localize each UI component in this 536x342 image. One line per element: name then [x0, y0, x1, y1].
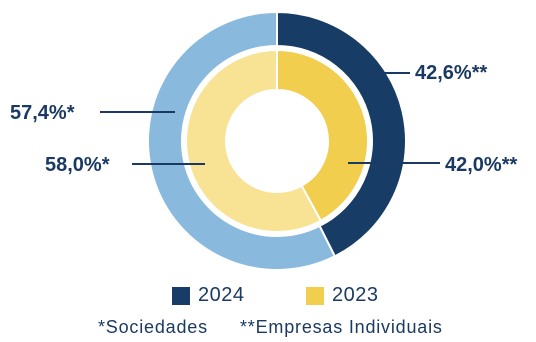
legend: 2024 2023 — [0, 284, 536, 312]
leader-lines — [100, 72, 440, 165]
legend-label-2024: 2024 — [198, 284, 245, 306]
inner-label-sociedades: 58,0%* — [45, 154, 110, 176]
inner-label-individuais: 42,0%** — [445, 154, 517, 176]
donut-rings — [147, 10, 407, 271]
donut-chart: 42,6%** 57,4%* 42,0%** 58,0%* — [10, 10, 517, 271]
slice-inner-individuais — [276, 48, 369, 223]
legend-swatch-2024 — [172, 286, 190, 305]
legend-item-2023: 2023 — [306, 284, 379, 307]
legend-item-2024: 2024 — [172, 284, 245, 307]
footnote-sociedades: *Sociedades — [98, 317, 208, 337]
slice-outer-sociedades — [147, 10, 337, 271]
slice-inner-sociedades — [185, 48, 323, 233]
footnote-individuais: **Empresas Individuais — [240, 317, 443, 337]
legend-label-2023: 2023 — [332, 284, 379, 306]
outer-label-sociedades: 57,4%* — [10, 102, 75, 124]
outer-label-individuais: 42,6%** — [415, 62, 487, 84]
legend-swatch-2023 — [306, 286, 324, 305]
